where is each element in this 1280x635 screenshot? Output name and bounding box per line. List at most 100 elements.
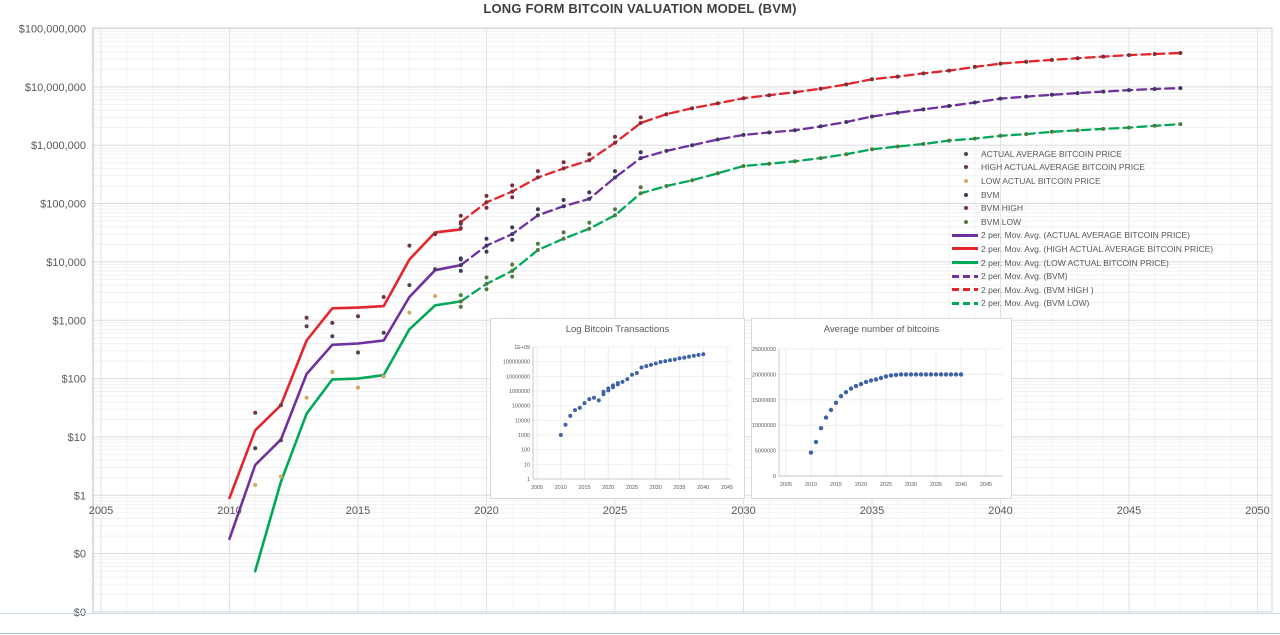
data-point <box>691 353 696 358</box>
data-point <box>1101 89 1106 94</box>
dot-marker <box>964 178 968 183</box>
y-axis-tick-label: 1 <box>527 477 530 483</box>
data-point <box>458 256 463 261</box>
data-point <box>972 136 977 141</box>
data-point <box>510 268 515 273</box>
x-axis-tick-label: 2040 <box>988 505 1012 517</box>
data-point <box>458 226 463 231</box>
data-point <box>792 128 797 133</box>
inset-points <box>558 352 706 437</box>
data-point <box>592 395 596 400</box>
dash-marker <box>952 274 978 278</box>
x-axis-tick-label: 2050 <box>1245 505 1269 517</box>
legend-marker-dot-icon <box>952 219 978 224</box>
data-point <box>921 142 926 146</box>
data-point <box>870 147 874 152</box>
y-axis-tick-label: 100 <box>521 448 530 454</box>
data-point <box>510 237 515 242</box>
data-point <box>587 190 592 195</box>
data-point <box>458 220 463 225</box>
data-point <box>672 357 677 362</box>
legend-marker-dot-icon <box>952 192 978 197</box>
data-point <box>741 132 746 137</box>
data-point <box>741 164 746 168</box>
data-point <box>253 483 258 487</box>
data-point <box>381 330 386 335</box>
data-point <box>330 334 335 339</box>
data-point <box>1049 57 1054 62</box>
x-axis-tick-label: 2030 <box>731 505 755 517</box>
inset-average-bitcoins-title: Average number of bitcoins <box>823 324 940 335</box>
legend-label: LOW ACTUAL BITCOIN PRICE <box>981 175 1101 186</box>
y-axis-tick-label: $1,000,000 <box>31 140 86 152</box>
data-point <box>895 74 900 79</box>
data-point <box>947 104 952 108</box>
data-point <box>433 232 438 237</box>
data-point <box>792 159 797 164</box>
data-point <box>601 389 606 394</box>
legend-item: 2 per. Mov. Avg. (LOW ACTUAL BITCOIN PRI… <box>952 256 1213 270</box>
data-point <box>947 138 952 143</box>
y-axis-tick-label: 1000 <box>518 433 530 439</box>
data-point <box>278 438 283 443</box>
solid-marker <box>952 233 978 237</box>
legend-item: 2 per. Mov. Avg. (BVM) <box>952 269 1213 283</box>
legend-label: HIGH ACTUAL AVERAGE BITCOIN PRICE <box>981 162 1145 173</box>
data-point <box>972 64 977 69</box>
y-axis-tick-label: 10000000 <box>752 423 776 429</box>
y-axis-tick-label: $100 <box>62 374 86 386</box>
y-axis-tick-label: 5000000 <box>755 449 776 455</box>
dash-marker <box>952 288 978 292</box>
data-point <box>613 213 617 218</box>
data-point <box>813 439 819 445</box>
data-point <box>808 450 814 455</box>
data-point <box>1101 126 1106 131</box>
data-point <box>1075 128 1080 133</box>
y-axis-tick-label: 20000000 <box>752 372 776 378</box>
data-point <box>921 107 926 112</box>
data-point <box>823 415 829 420</box>
data-point <box>510 225 515 230</box>
data-point <box>658 360 663 364</box>
data-point <box>613 207 617 212</box>
data-point <box>634 371 639 375</box>
data-point <box>818 86 823 91</box>
data-point <box>304 395 309 400</box>
data-point <box>668 358 672 363</box>
data-point <box>838 394 844 399</box>
data-point <box>938 372 944 377</box>
data-point <box>903 372 909 377</box>
data-point <box>577 405 582 410</box>
data-point <box>893 372 899 378</box>
data-point <box>848 386 854 391</box>
data-point <box>858 381 864 387</box>
y-axis-tick-label: 10 <box>524 462 530 468</box>
legend-item: BVM LOW <box>952 215 1213 229</box>
data-point <box>381 374 386 379</box>
data-point <box>484 243 489 248</box>
y-axis-tick-label: 15000000 <box>752 398 776 404</box>
inset-gridlines <box>778 348 1003 477</box>
data-point <box>330 320 335 325</box>
y-axis-tick-label: $1,000 <box>52 315 86 327</box>
data-point <box>484 205 489 210</box>
y-axis-tick-label: 100000 <box>512 404 530 410</box>
data-point <box>715 171 720 176</box>
data-point <box>639 365 644 370</box>
data-point <box>582 401 587 406</box>
data-point <box>638 156 643 161</box>
legend-item: LOW ACTUAL BITCOIN PRICE <box>952 174 1213 188</box>
data-point <box>620 379 625 384</box>
data-point <box>844 152 849 157</box>
data-point <box>958 372 964 377</box>
data-point <box>853 383 859 389</box>
data-point <box>407 243 412 248</box>
data-point <box>587 226 592 231</box>
legend-item: BVM HIGH <box>952 201 1213 215</box>
data-point <box>613 175 617 180</box>
data-point <box>948 372 954 377</box>
data-point <box>1178 122 1183 127</box>
data-point <box>928 372 934 377</box>
data-point <box>878 375 884 381</box>
data-point <box>923 372 929 377</box>
